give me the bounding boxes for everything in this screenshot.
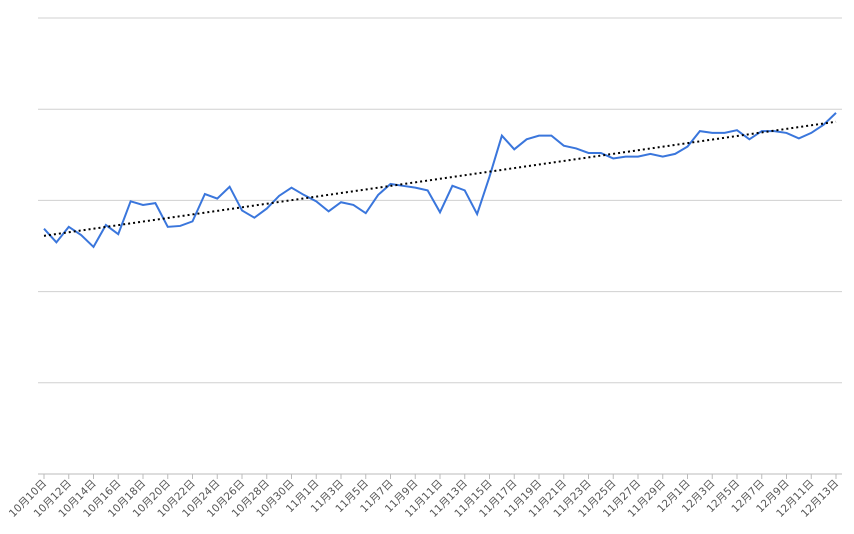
data-line bbox=[43, 112, 837, 249]
trend-line bbox=[43, 120, 837, 237]
